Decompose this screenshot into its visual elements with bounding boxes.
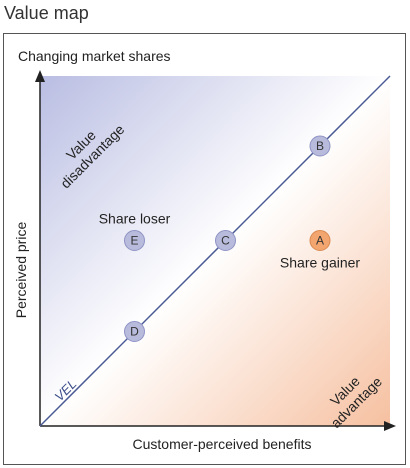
point-marker [124, 230, 145, 251]
diagram-subtitle: Changing market shares [18, 48, 171, 64]
point-marker [124, 321, 145, 342]
point-caption: Share gainer [280, 255, 361, 271]
point-letter: D [130, 325, 139, 339]
point-letter: C [221, 234, 230, 248]
y-axis-arrow [35, 70, 45, 82]
x-axis-arrow [384, 421, 396, 431]
point-letter: B [316, 139, 324, 153]
value-equivalence-line [39, 75, 391, 427]
point-d: D [124, 321, 145, 342]
point-letter: A [316, 234, 324, 248]
point-caption: Share loser [99, 211, 171, 227]
point-marker [309, 230, 331, 251]
value-map-panel: Changing market shares VEL Value disadva… [3, 33, 406, 465]
page-title: Value map [4, 3, 89, 23]
point-c: C [215, 230, 236, 251]
point-marker [215, 230, 236, 251]
y-axis-label: Perceived price [13, 221, 29, 319]
point-letter: E [130, 234, 138, 248]
value-map-chart: VEL Value disadvantage Value advantage B… [35, 70, 396, 431]
point-a: A Share gainer [280, 230, 361, 271]
point-b: B [309, 135, 331, 157]
point-e: E Share loser [99, 211, 171, 251]
point-marker [309, 135, 331, 157]
x-axis-label: Customer-perceived benefits [132, 436, 312, 452]
